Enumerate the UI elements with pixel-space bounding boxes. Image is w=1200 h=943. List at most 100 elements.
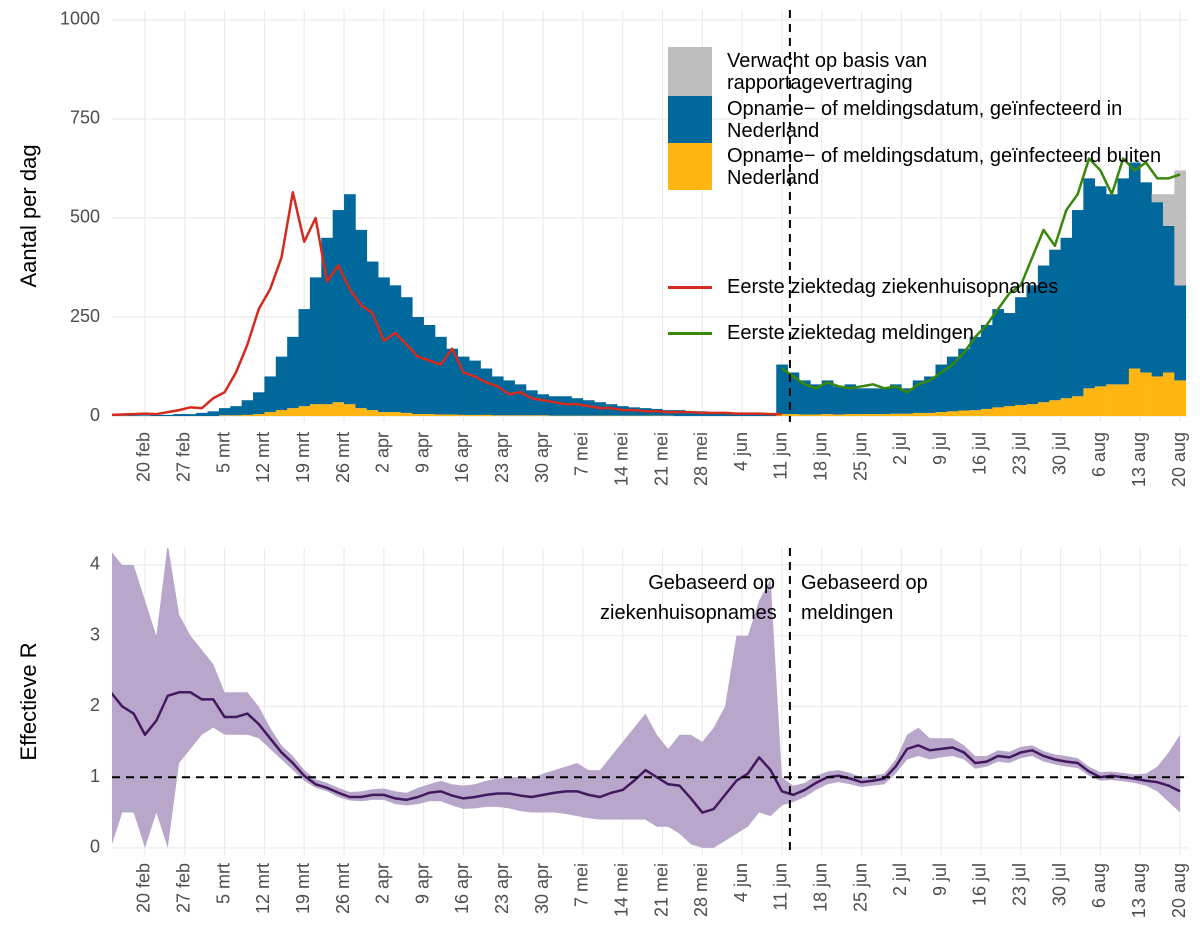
bar	[491, 415, 504, 417]
bar	[435, 336, 447, 415]
x-tick-label: 21 mei	[651, 863, 671, 917]
bar	[969, 410, 982, 417]
x-tick-label: 25 jun	[850, 863, 870, 912]
bar	[935, 364, 948, 413]
line	[781, 157, 1181, 394]
y-tick-label: 3	[90, 624, 100, 644]
bar	[776, 414, 788, 417]
x-tick-label: 5 mrt	[213, 432, 233, 473]
bar	[833, 414, 845, 417]
bar	[935, 412, 948, 417]
bar	[889, 413, 902, 417]
x-tick-label: 4 jun	[731, 432, 751, 471]
bar	[1037, 402, 1050, 417]
bar	[469, 414, 481, 417]
bar	[1106, 384, 1118, 417]
x-tick-label: 2 jul	[890, 863, 910, 896]
bar	[776, 364, 788, 415]
bar	[321, 404, 333, 417]
x-tick-label: 12 mrt	[253, 432, 273, 483]
bar	[799, 380, 811, 415]
x-tick-label: 21 mei	[651, 432, 671, 486]
x-tick-label: 23 apr	[492, 432, 512, 483]
bar	[901, 413, 914, 417]
x-tick-label: 16 apr	[452, 863, 472, 914]
bar	[207, 411, 220, 417]
bar	[457, 414, 470, 417]
x-tick-label: 26 mrt	[333, 863, 353, 914]
bar	[526, 390, 538, 416]
legend-swatch	[668, 143, 712, 190]
x-tick-label: 30 apr	[532, 863, 552, 914]
bar	[230, 406, 242, 416]
bar	[298, 406, 311, 417]
bar	[1094, 386, 1107, 417]
bar	[605, 404, 618, 416]
bar	[1083, 178, 1096, 389]
bar	[264, 412, 277, 417]
annotation: Gebaseerd op meldingen	[801, 572, 928, 624]
bar	[844, 414, 857, 417]
bar	[571, 398, 584, 416]
bar	[958, 410, 970, 417]
bar	[400, 412, 413, 417]
bar	[332, 210, 345, 403]
y-axis-title: Aantal per dag	[16, 144, 41, 287]
bar	[423, 324, 436, 415]
bar	[218, 408, 231, 416]
x-tick-label: 28 mei	[691, 432, 711, 486]
bar	[173, 414, 186, 417]
x-tick-label: 9 jul	[930, 432, 950, 465]
bar	[150, 414, 163, 417]
bar	[526, 415, 538, 417]
bar	[1128, 368, 1141, 417]
bar	[889, 384, 902, 414]
bar	[287, 336, 299, 409]
bar	[355, 229, 368, 409]
confidence-band	[112, 548, 1181, 848]
bar	[253, 414, 265, 417]
bar	[378, 412, 390, 417]
x-tick-label: 11 jun	[771, 432, 791, 480]
x-tick-label: 14 mei	[611, 432, 631, 486]
bar	[1174, 285, 1187, 381]
bar	[435, 414, 447, 417]
bar	[855, 414, 868, 417]
bar	[1026, 285, 1039, 405]
y-tick-label: 250	[70, 306, 100, 326]
legend-label: Opname− of meldingsdatum, geïnfecteerd i…	[727, 97, 1123, 142]
bar	[480, 414, 493, 417]
y-tick-label: 500	[70, 207, 100, 227]
bar	[1117, 178, 1130, 385]
bar	[867, 388, 879, 415]
bar	[366, 261, 379, 411]
bar	[412, 317, 424, 415]
x-tick-label: 18 jun	[811, 432, 831, 481]
bar	[833, 386, 845, 415]
bar	[582, 400, 595, 416]
bar	[253, 392, 265, 415]
bar	[389, 412, 402, 417]
bar	[1003, 406, 1016, 417]
bar	[1003, 313, 1016, 407]
x-tick-label: 19 mrt	[293, 432, 313, 483]
bar	[1140, 182, 1152, 373]
line	[112, 691, 1181, 814]
bar	[878, 414, 891, 417]
bar	[503, 415, 515, 417]
x-tick-label: 16 jul	[970, 432, 990, 475]
x-tick-label: 20 aug	[1169, 432, 1189, 487]
y-tick-label: 2	[90, 695, 100, 715]
x-tick-label: 27 feb	[174, 432, 194, 482]
bar	[844, 384, 857, 415]
bar	[332, 402, 345, 417]
bar	[480, 368, 493, 415]
bar	[162, 414, 174, 417]
bar	[628, 407, 641, 416]
bar	[810, 384, 823, 415]
x-tick-label: 12 mrt	[253, 863, 273, 914]
bar	[1049, 249, 1061, 401]
bar	[810, 414, 823, 417]
x-tick-label: 6 aug	[1089, 863, 1109, 908]
bar	[400, 297, 413, 413]
